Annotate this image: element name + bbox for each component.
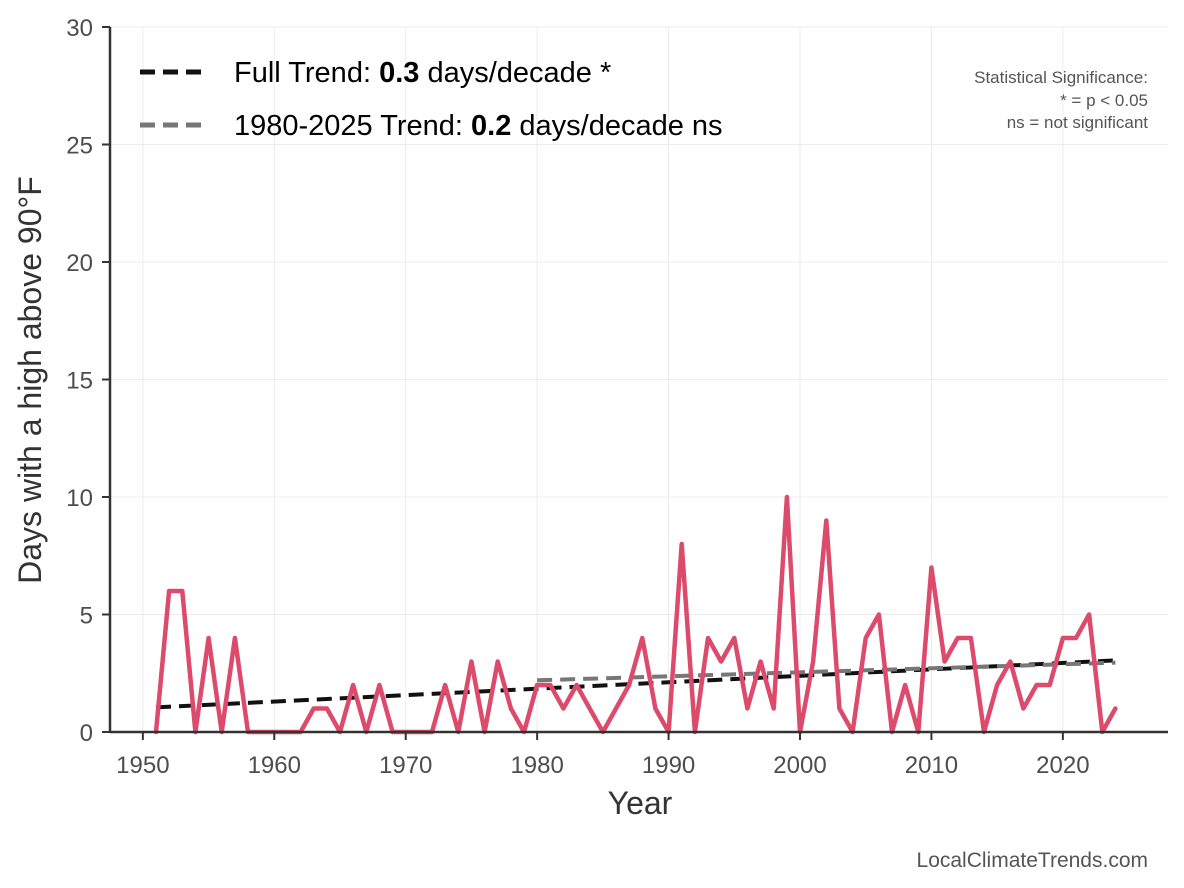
x-tick-label: 1970 [379,752,432,779]
y-tick-label: 25 [66,133,93,160]
x-tick-label: 2000 [773,752,826,779]
x-tick-label: 1990 [642,752,695,779]
x-tick-label: 1980 [510,752,563,779]
x-axis-title: Year [608,785,673,821]
significance-note: Statistical Significance: * = p < 0.05 n… [974,68,1148,132]
credit-text: LocalClimateTrends.com [917,849,1148,872]
y-tick-label: 10 [66,485,93,512]
series-line [153,494,1118,735]
y-tick-label: 20 [66,250,93,277]
y-axis-title: Days with a high above 90°F [12,176,48,584]
y-tick-label: 5 [80,603,93,630]
y-tick-label: 0 [80,720,93,747]
significance-note-line: ns = not significant [1007,113,1149,132]
significance-note-line: Statistical Significance: [974,68,1148,87]
recent-trend-line [537,660,1116,683]
x-tick-label: 1950 [116,752,169,779]
tick-labels: 1950 1960 1970 1980 1990 2000 2010 2020 0 5 10 15 20… [66,15,1089,779]
y-tick-label: 15 [66,368,93,395]
x-tick-label: 2020 [1036,752,1089,779]
legend-label-full-trend: Full Trend: 0.3 days/decade * [234,57,611,89]
x-tick-label: 2010 [905,752,958,779]
data-series [153,494,1118,735]
significance-note-line: * = p < 0.05 [1060,91,1148,110]
legend: Full Trend: 0.3 days/decade * 1980-2025 … [140,57,723,142]
y-tick-label: 30 [66,15,93,42]
grid [110,26,1168,733]
x-tick-label: 1960 [248,752,301,779]
legend-label-recent-trend: 1980-2025 Trend: 0.2 days/decade ns [234,110,723,142]
